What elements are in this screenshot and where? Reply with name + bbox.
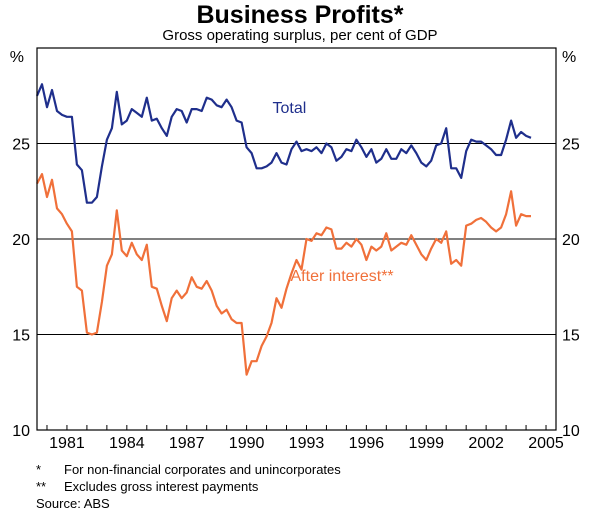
chart-subtitle: Gross operating surplus, per cent of GDP	[162, 27, 438, 44]
y-tick-label-right: 10	[562, 423, 580, 440]
y-axis-unit-right: %	[562, 49, 576, 66]
footnotes: * For non-financial corporates and uninco…	[36, 461, 341, 512]
series-lines	[35, 83, 532, 376]
axis-ticks	[37, 143, 556, 431]
x-tick-label-1999: 1999	[408, 435, 444, 452]
series-line-total	[35, 83, 532, 204]
line-chart: 10 10 15 15 20 20 25 25% % 1981 1984 1987 1990 1993 19…	[10, 47, 580, 452]
series-line-after-interest	[36, 173, 531, 376]
footnote-1-mark: *	[36, 462, 42, 477]
x-tick-label-1987: 1987	[169, 435, 205, 452]
x-tick-label-2002: 2002	[468, 435, 504, 452]
series-label-total: Total	[273, 100, 307, 117]
series-label-after-interest: After interest**	[291, 268, 394, 285]
x-tick-label-1996: 1996	[349, 435, 385, 452]
axis-labels: 10 10 15 15 20 20 25 25% % 1981 1984 1987 1990 1993 19…	[10, 49, 580, 452]
chart-title: Business Profits*	[196, 1, 404, 29]
footnote-2-mark: **	[36, 479, 47, 494]
footnote-1: * For non-financial corporates and uninco…	[36, 461, 341, 478]
x-tick-label-1990: 1990	[229, 435, 265, 452]
y-tick-label-left: 20	[12, 232, 30, 249]
y-tick-label-left: 15	[12, 328, 30, 345]
x-tick-label-1984: 1984	[109, 435, 145, 452]
y-tick-label-right: 25	[562, 137, 580, 154]
y-tick-label-right: 20	[562, 232, 580, 249]
source-note: Source: ABS	[36, 496, 110, 511]
y-tick-label-left: 25	[12, 137, 30, 154]
footnote-1-text: For non-financial corporates and unincor…	[64, 462, 341, 477]
y-tick-label-left: 10	[12, 423, 30, 440]
y-axis-unit-left: %	[10, 49, 24, 66]
footnote-2: ** Excludes gross interest payments	[36, 478, 341, 495]
x-tick-label-1993: 1993	[289, 435, 325, 452]
x-tick-label-2005: 2005	[528, 435, 564, 452]
x-tick-label-1981: 1981	[49, 435, 85, 452]
gridlines	[37, 143, 556, 335]
footnote-2-text: Excludes gross interest payments	[64, 479, 259, 494]
y-tick-label-right: 15	[562, 328, 580, 345]
